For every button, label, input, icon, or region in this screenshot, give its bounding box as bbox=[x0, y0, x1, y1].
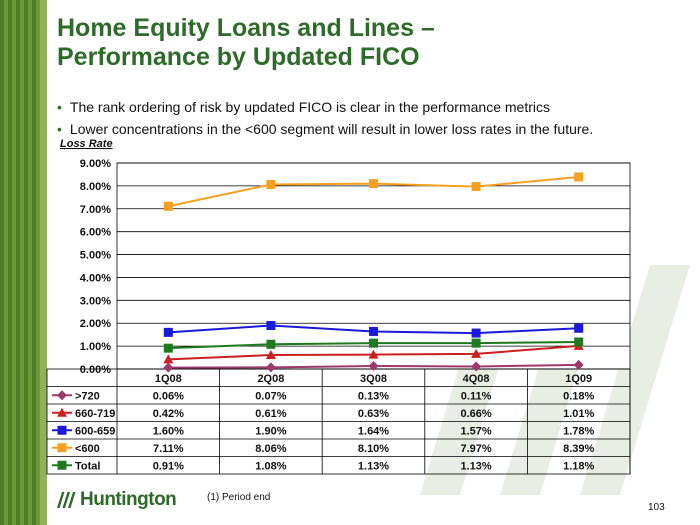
x-tick-label: 3Q08 bbox=[360, 373, 387, 385]
legend-label: 600-659 bbox=[75, 426, 115, 438]
huntington-logo: Huntington bbox=[56, 489, 177, 511]
legend-key-marker bbox=[57, 407, 67, 417]
table-cell-value: 1.13% bbox=[358, 461, 389, 473]
data-point bbox=[369, 326, 378, 336]
legend-key-marker bbox=[57, 443, 67, 453]
data-point bbox=[163, 362, 174, 373]
data-point bbox=[573, 359, 584, 370]
data-point bbox=[369, 338, 378, 348]
page-title: Home Equity Loans and Lines – Performanc… bbox=[57, 14, 435, 72]
table-cell-value: 0.63% bbox=[358, 408, 389, 420]
table-cell-value: 0.91% bbox=[153, 461, 184, 473]
table-cell-value: 0.42% bbox=[153, 408, 184, 420]
table-cell-value: 1.60% bbox=[153, 426, 184, 438]
data-point bbox=[574, 337, 584, 347]
y-tick-label: 6.00% bbox=[80, 227, 111, 239]
data-point bbox=[471, 338, 481, 348]
legend-label: >720 bbox=[75, 391, 100, 403]
huntington-logo-icon bbox=[57, 492, 76, 508]
data-point bbox=[574, 323, 584, 333]
table-cell-value: 1.18% bbox=[563, 461, 594, 473]
data-point bbox=[574, 172, 584, 182]
table-cell-value: 8.10% bbox=[358, 443, 389, 455]
table-cell-value: 0.61% bbox=[255, 408, 286, 420]
legend-key-marker bbox=[57, 425, 67, 435]
table-cell-value: 1.57% bbox=[460, 426, 491, 438]
series-720-group bbox=[163, 359, 584, 373]
table-cell-value: 1.01% bbox=[563, 408, 594, 420]
x-tick-label: 2Q08 bbox=[257, 373, 284, 385]
data-point bbox=[471, 361, 482, 372]
data-point bbox=[368, 349, 379, 359]
series-total-group bbox=[163, 337, 584, 353]
table-cell-value: 1.08% bbox=[255, 461, 286, 473]
y-tick-label: 4.00% bbox=[80, 272, 111, 284]
data-point bbox=[266, 180, 276, 190]
left-decorative-bar bbox=[0, 0, 40, 525]
plot-area bbox=[116, 162, 631, 370]
bullet-item: The rank ordering of risk by updated FIC… bbox=[57, 96, 593, 118]
y-tick-label: 3.00% bbox=[80, 295, 111, 307]
data-point bbox=[265, 350, 276, 360]
data-point bbox=[471, 182, 481, 192]
table-cell-value: 8.39% bbox=[563, 443, 594, 455]
x-tick-label: 1Q09 bbox=[565, 373, 592, 385]
y-tick-label: 7.00% bbox=[80, 204, 111, 216]
table-cell-value: 0.18% bbox=[563, 391, 594, 403]
table-cell-value: 1.64% bbox=[358, 426, 389, 438]
table-cell-value: 1.13% bbox=[460, 461, 491, 473]
x-tick-label: 4Q08 bbox=[463, 373, 490, 385]
logo-wordmark: Huntington bbox=[80, 489, 177, 510]
bullet-item: Lower concentrations in the <600 segment… bbox=[57, 118, 593, 140]
data-point bbox=[265, 362, 276, 373]
data-point bbox=[163, 354, 174, 364]
x-tick-label: 1Q08 bbox=[155, 373, 182, 385]
data-point bbox=[266, 321, 276, 331]
data-point bbox=[471, 328, 481, 338]
bullet-text: Lower concentrations in the <600 segment… bbox=[69, 121, 594, 137]
table-cell-value: 1.78% bbox=[563, 426, 594, 438]
data-point bbox=[163, 343, 173, 353]
data-point bbox=[163, 327, 173, 337]
y-tick-label: 5.00% bbox=[80, 250, 111, 262]
legend-key-marker bbox=[57, 390, 67, 401]
title-line-2: Performance by Updated FICO bbox=[57, 43, 420, 71]
series-600-659-group bbox=[163, 321, 584, 338]
table-cell-value: 0.11% bbox=[461, 391, 492, 403]
y-tick-label: 1.00% bbox=[80, 341, 111, 353]
title-line-1: Home Equity Loans and Lines – bbox=[57, 14, 435, 42]
legend-key-marker bbox=[57, 460, 67, 470]
legend-label: <600 bbox=[75, 443, 100, 455]
data-point bbox=[471, 348, 482, 358]
y-axis-title: Loss Rate bbox=[60, 138, 113, 150]
table-cell-value: 0.06% bbox=[153, 391, 184, 403]
data-point bbox=[266, 339, 276, 349]
data-point bbox=[368, 361, 379, 372]
table-cell-value: 0.07% bbox=[255, 391, 286, 403]
y-tick-label: 0.00% bbox=[80, 364, 111, 376]
table-cell-value: 1.90% bbox=[255, 426, 286, 438]
series-600-group bbox=[163, 172, 584, 211]
y-tick-label: 2.00% bbox=[80, 318, 111, 330]
data-point bbox=[163, 201, 173, 211]
table-cell-value: 0.13% bbox=[358, 391, 389, 403]
bullet-text: The rank ordering of risk by updated FIC… bbox=[69, 99, 550, 115]
series-660-719-group bbox=[163, 340, 584, 364]
bullet-list: The rank ordering of risk by updated FIC… bbox=[57, 96, 593, 140]
table-cell-value: 7.11% bbox=[153, 443, 184, 455]
footnote: (1) Period end bbox=[207, 492, 271, 503]
left-decorative-stripe bbox=[40, 0, 47, 525]
data-point bbox=[369, 179, 378, 189]
table-cell-value: 7.97% bbox=[460, 443, 491, 455]
y-tick-label: 9.00% bbox=[80, 158, 111, 170]
table-cell-value: 0.66% bbox=[460, 408, 491, 420]
legend-label: Total bbox=[75, 461, 100, 473]
legend-label: 660-719 bbox=[75, 408, 115, 420]
page-number: 103 bbox=[648, 502, 665, 513]
y-tick-label: 8.00% bbox=[80, 181, 111, 193]
table-cell-value: 8.06% bbox=[255, 443, 286, 455]
